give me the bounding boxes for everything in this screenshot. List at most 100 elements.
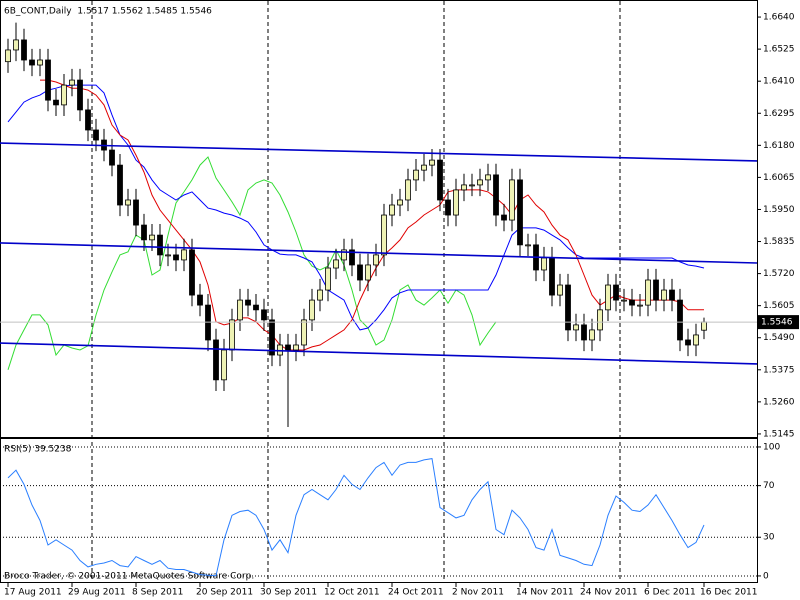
candle-body: [541, 257, 547, 271]
rsi-line: [7, 458, 705, 577]
candle-body: [213, 339, 219, 381]
x-tick-label: 14 Nov 2011: [516, 588, 574, 598]
y-tick-label: 30: [763, 533, 775, 543]
candle-body: [413, 169, 419, 181]
candle-body: [29, 59, 35, 66]
candle-body: [557, 284, 563, 296]
y-tick-label: 1.5145: [763, 429, 795, 439]
candle-body: [357, 264, 363, 281]
y-tick-label: 1.6640: [763, 13, 795, 23]
candle-body: [469, 184, 475, 187]
x-tick-label: 24 Nov 2011: [580, 588, 638, 598]
candle-body: [253, 304, 259, 311]
candle-body: [125, 199, 131, 206]
candle-body: [325, 267, 331, 291]
candle-body: [197, 294, 203, 306]
candle-body: [309, 299, 315, 321]
candle-body: [261, 309, 267, 321]
candle-body: [181, 249, 187, 261]
x-tick-label: 20 Sep 2011: [196, 588, 253, 598]
candle-body: [485, 174, 491, 181]
candle-body: [549, 257, 555, 296]
y-tick-label: 1.6525: [763, 45, 795, 55]
candle-body: [573, 324, 579, 331]
candle-body: [317, 289, 323, 301]
candle-body: [397, 199, 403, 206]
candle-body: [389, 204, 395, 216]
candle-body: [237, 299, 243, 321]
candle-body: [165, 254, 171, 257]
candle-body: [221, 349, 227, 381]
y-tick-label: 1.6295: [763, 109, 795, 119]
indicator-line: [7, 84, 705, 331]
candle-body: [61, 84, 67, 106]
candle-body: [501, 214, 507, 221]
candle-body: [701, 321, 707, 331]
candle-body: [517, 179, 523, 246]
x-tick-label: 30 Sep 2011: [260, 588, 317, 598]
candle-body: [621, 299, 627, 302]
candle-body: [453, 189, 459, 216]
candle-body: [149, 234, 155, 241]
candle-body: [509, 179, 515, 221]
x-tick-label: 24 Oct 2011: [388, 588, 444, 598]
x-tick-label: 29 Aug 2011: [68, 588, 126, 598]
candle-body: [677, 299, 683, 341]
candle-body: [301, 319, 307, 346]
candle-body: [445, 199, 451, 216]
x-tick-label: 12 Oct 2011: [324, 588, 380, 598]
candle-body: [693, 334, 699, 346]
candle-body: [173, 254, 179, 261]
y-tick-label: 0: [763, 571, 769, 581]
candle-body: [5, 49, 11, 63]
candle-body: [341, 249, 347, 261]
y-tick-label: 1.5950: [763, 205, 795, 215]
candle-body: [405, 179, 411, 201]
candle-body: [229, 319, 235, 351]
candle-body: [589, 329, 595, 341]
candle-body: [597, 309, 603, 331]
candle-body: [525, 244, 531, 247]
last-price-box: [757, 315, 799, 330]
x-tick-label: 6 Dec 2011: [644, 588, 696, 598]
candle-body: [565, 284, 571, 331]
candle-body: [245, 299, 251, 306]
candle-body: [653, 279, 659, 301]
y-tick-label: 1.6180: [763, 141, 795, 151]
candle-body: [493, 174, 499, 216]
pane-title: RSI(5) 39.5238: [4, 445, 72, 455]
candle-body: [109, 149, 115, 166]
candle-body: [21, 39, 27, 61]
pane-title: 6B_CONT,Daily 1.5517 1.5562 1.5485 1.554…: [4, 7, 212, 17]
candle-body: [285, 344, 291, 351]
y-tick-label: 1.5835: [763, 237, 795, 247]
x-tick-label: 16 Dec 2011: [700, 588, 758, 598]
x-tick-label: 17 Aug 2011: [4, 588, 62, 598]
trend-line: [0, 342, 758, 365]
candle-body: [461, 184, 467, 191]
y-tick-label: 1.6065: [763, 173, 795, 183]
candle-body: [669, 289, 675, 301]
candle-body: [349, 249, 355, 266]
candle-body: [613, 284, 619, 301]
y-tick-label: 1.5720: [763, 269, 795, 279]
candle-body: [69, 79, 75, 86]
candle-body: [37, 59, 43, 66]
candle-body: [85, 109, 91, 131]
candle-body: [437, 159, 443, 201]
candle-body: [685, 339, 691, 346]
candle-body: [637, 304, 643, 307]
x-tick-label: 2 Nov 2011: [452, 588, 504, 598]
candle-body: [269, 319, 275, 356]
candle-body: [629, 299, 635, 306]
candle-body: [53, 99, 59, 106]
candle-body: [645, 279, 651, 306]
y-tick-label: 100: [763, 442, 780, 452]
y-tick-label: 70: [763, 481, 775, 491]
pane-frame: [0, 0, 758, 438]
candle-body: [333, 259, 339, 269]
candle-body: [365, 264, 371, 281]
candle-body: [373, 254, 379, 266]
candle-body: [293, 344, 299, 351]
